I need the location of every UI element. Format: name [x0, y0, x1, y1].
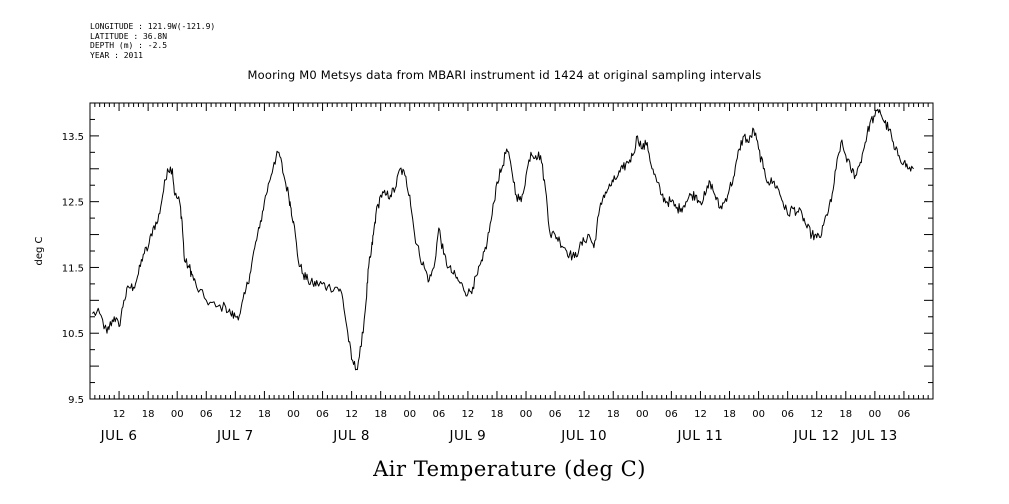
meta-depth: DEPTH (m) : -2.5: [90, 41, 168, 50]
x-day-label: JUL 10: [560, 428, 607, 444]
x-tick-label: 18: [723, 409, 736, 420]
x-tick-label: 12: [810, 409, 823, 420]
y-axis-label: deg C: [34, 236, 45, 265]
x-day-label: JUL 13: [851, 428, 898, 444]
series-line: [92, 108, 914, 371]
x-tick-label: 00: [636, 409, 649, 420]
x-tick-label: 00: [287, 409, 300, 420]
metadata-block: LONGITUDE : 121.9W(-121.9) LATITUDE : 36…: [90, 22, 215, 60]
y-tick-label: 12.5: [62, 198, 84, 209]
meta-year: YEAR : 2011: [90, 50, 143, 60]
x-tick-label: 18: [839, 409, 852, 420]
x-tick-label: 06: [432, 409, 445, 420]
y-axis: 9.5 10.5 11.5 12.5 13.5: [62, 102, 933, 406]
x-day-label: JUL 7: [216, 428, 254, 444]
plot-frame: [89, 102, 934, 400]
x-tick-label: 18: [491, 409, 504, 420]
x-tick-label: 12: [694, 409, 707, 420]
chart-title: Mooring M0 Metsys data from MBARI instru…: [247, 68, 762, 82]
y-tick-label: 11.5: [62, 263, 84, 274]
x-axis: 12 18 00 06 12 18 00 06 12 18 00 06 12 18 00 06 12 18 00 06…: [89, 103, 934, 444]
x-day-label: JUL 8: [332, 428, 370, 444]
plot-border: [89, 102, 934, 400]
x-tick-label: 00: [403, 409, 416, 420]
x-tick-label: 12: [578, 409, 591, 420]
y-tick-label: 13.5: [62, 132, 84, 143]
x-day-label: JUL 11: [677, 428, 724, 444]
x-tick-label: 12: [345, 409, 358, 420]
meta-longitude: LONGITUDE : 121.9W(-121.9): [90, 22, 216, 31]
y-tick-label: 9.5: [68, 395, 84, 406]
x-tick-label: 18: [374, 409, 387, 420]
x-tick-label: 00: [752, 409, 765, 420]
x-day-label: JUL 6: [100, 428, 138, 444]
x-tick-label: 06: [898, 409, 911, 420]
x-day-label: JUL 12: [793, 428, 840, 444]
x-tick-label: 06: [549, 409, 562, 420]
series-layer: [92, 108, 914, 371]
x-tick-label: 12: [229, 409, 242, 420]
meta-latitude: LATITUDE : 36.8N: [90, 31, 168, 41]
x-tick-label: 06: [200, 409, 213, 420]
x-tick-label: 06: [665, 409, 678, 420]
x-day-label: JUL 9: [449, 428, 487, 444]
x-tick-label: 18: [258, 409, 271, 420]
x-tick-label: 18: [607, 409, 620, 420]
x-axis-label: Air Temperature (deg C): [372, 457, 646, 481]
x-tick-label: 06: [316, 409, 329, 420]
x-tick-label: 00: [868, 409, 881, 420]
x-tick-label: 00: [520, 409, 533, 420]
y-tick-label: 10.5: [62, 329, 84, 340]
x-tick-label: 12: [462, 409, 475, 420]
x-tick-label: 18: [142, 409, 155, 420]
x-tick-label: 06: [781, 409, 794, 420]
x-tick-label: 00: [171, 409, 184, 420]
x-tick-label: 12: [113, 409, 126, 420]
